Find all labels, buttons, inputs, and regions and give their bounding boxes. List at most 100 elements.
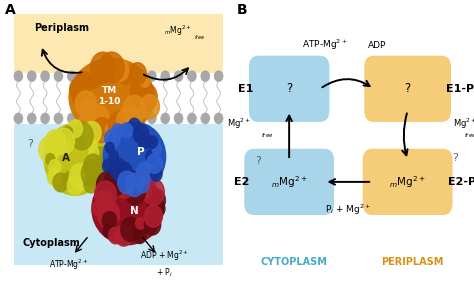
Circle shape bbox=[68, 120, 82, 138]
Circle shape bbox=[103, 225, 113, 237]
Circle shape bbox=[70, 78, 88, 101]
Circle shape bbox=[104, 168, 127, 195]
Ellipse shape bbox=[102, 121, 166, 192]
Text: $_{free}$: $_{free}$ bbox=[465, 131, 474, 140]
Circle shape bbox=[63, 172, 76, 188]
Circle shape bbox=[125, 179, 146, 205]
Circle shape bbox=[83, 122, 101, 144]
Circle shape bbox=[94, 71, 102, 81]
Bar bbox=[14, 14, 223, 73]
Circle shape bbox=[161, 113, 169, 124]
Circle shape bbox=[86, 105, 109, 134]
Circle shape bbox=[47, 169, 61, 185]
Ellipse shape bbox=[68, 58, 155, 137]
Circle shape bbox=[146, 189, 165, 212]
Circle shape bbox=[14, 71, 22, 81]
Circle shape bbox=[105, 129, 120, 148]
Circle shape bbox=[68, 71, 76, 81]
Circle shape bbox=[137, 162, 153, 183]
Text: Cytoplasm: Cytoplasm bbox=[23, 237, 81, 248]
Circle shape bbox=[118, 171, 136, 194]
FancyBboxPatch shape bbox=[249, 56, 329, 122]
Text: TM
1-10: TM 1-10 bbox=[98, 86, 120, 105]
FancyBboxPatch shape bbox=[363, 149, 453, 215]
Circle shape bbox=[174, 71, 182, 81]
Circle shape bbox=[146, 150, 157, 163]
Circle shape bbox=[125, 173, 144, 197]
Circle shape bbox=[14, 113, 22, 124]
Circle shape bbox=[89, 74, 100, 89]
Circle shape bbox=[148, 71, 156, 81]
Text: CYTOPLASM: CYTOPLASM bbox=[260, 257, 328, 267]
Circle shape bbox=[115, 174, 134, 198]
Circle shape bbox=[99, 52, 124, 83]
Text: $_{free}$: $_{free}$ bbox=[261, 131, 273, 140]
Circle shape bbox=[92, 201, 104, 216]
Circle shape bbox=[152, 143, 161, 154]
Circle shape bbox=[136, 180, 152, 200]
Circle shape bbox=[79, 113, 92, 129]
Text: A: A bbox=[5, 3, 16, 17]
Circle shape bbox=[135, 71, 143, 81]
Text: $_m$Mg$^{2+}$: $_m$Mg$^{2+}$ bbox=[164, 24, 191, 38]
Circle shape bbox=[133, 124, 149, 144]
Circle shape bbox=[130, 81, 146, 100]
Circle shape bbox=[53, 128, 74, 154]
Circle shape bbox=[27, 113, 36, 124]
Circle shape bbox=[188, 113, 196, 124]
Text: E2: E2 bbox=[234, 177, 249, 187]
Circle shape bbox=[125, 107, 141, 126]
Circle shape bbox=[128, 118, 140, 133]
Text: ?: ? bbox=[286, 82, 292, 95]
Circle shape bbox=[138, 73, 150, 87]
Text: E1-P: E1-P bbox=[447, 84, 474, 94]
Circle shape bbox=[84, 175, 98, 193]
FancyBboxPatch shape bbox=[244, 149, 334, 215]
Circle shape bbox=[148, 113, 156, 124]
Circle shape bbox=[123, 95, 146, 123]
Circle shape bbox=[144, 215, 161, 235]
Circle shape bbox=[121, 113, 129, 124]
Circle shape bbox=[146, 154, 162, 173]
Bar bbox=[14, 124, 223, 265]
Circle shape bbox=[138, 133, 151, 149]
Circle shape bbox=[82, 160, 103, 187]
Text: E1: E1 bbox=[238, 84, 254, 94]
Text: Mg$^{2+}$: Mg$^{2+}$ bbox=[228, 117, 251, 131]
Circle shape bbox=[67, 175, 83, 195]
Text: ADP + Mg$^{2+}$
+ P$_i$: ADP + Mg$^{2+}$ + P$_i$ bbox=[139, 248, 189, 279]
FancyBboxPatch shape bbox=[364, 56, 451, 122]
Circle shape bbox=[110, 158, 127, 180]
Circle shape bbox=[55, 113, 63, 124]
Text: ?: ? bbox=[255, 156, 261, 166]
Circle shape bbox=[71, 122, 93, 150]
Circle shape bbox=[108, 111, 132, 140]
Text: PERIPLASM: PERIPLASM bbox=[381, 257, 444, 267]
Circle shape bbox=[134, 228, 146, 244]
Circle shape bbox=[69, 164, 91, 191]
Circle shape bbox=[121, 217, 140, 241]
Text: ?: ? bbox=[27, 139, 33, 149]
Circle shape bbox=[81, 71, 89, 81]
Circle shape bbox=[91, 147, 111, 172]
Circle shape bbox=[145, 205, 162, 227]
Text: ATP-Mg$^{2+}$: ATP-Mg$^{2+}$ bbox=[49, 258, 88, 272]
Circle shape bbox=[128, 63, 146, 85]
Ellipse shape bbox=[91, 172, 164, 245]
Text: Periplasm: Periplasm bbox=[34, 23, 89, 33]
Circle shape bbox=[41, 113, 49, 124]
Circle shape bbox=[161, 71, 169, 81]
Circle shape bbox=[102, 212, 117, 229]
Circle shape bbox=[114, 162, 133, 185]
Text: ?: ? bbox=[453, 153, 458, 163]
Circle shape bbox=[201, 113, 210, 124]
Circle shape bbox=[174, 113, 182, 124]
Circle shape bbox=[39, 136, 60, 163]
Ellipse shape bbox=[44, 123, 107, 196]
Circle shape bbox=[215, 71, 223, 81]
Circle shape bbox=[118, 65, 134, 84]
Circle shape bbox=[73, 88, 87, 106]
Text: E2-P: E2-P bbox=[448, 177, 474, 187]
Circle shape bbox=[97, 201, 119, 228]
Text: $_{free}$: $_{free}$ bbox=[193, 34, 205, 42]
